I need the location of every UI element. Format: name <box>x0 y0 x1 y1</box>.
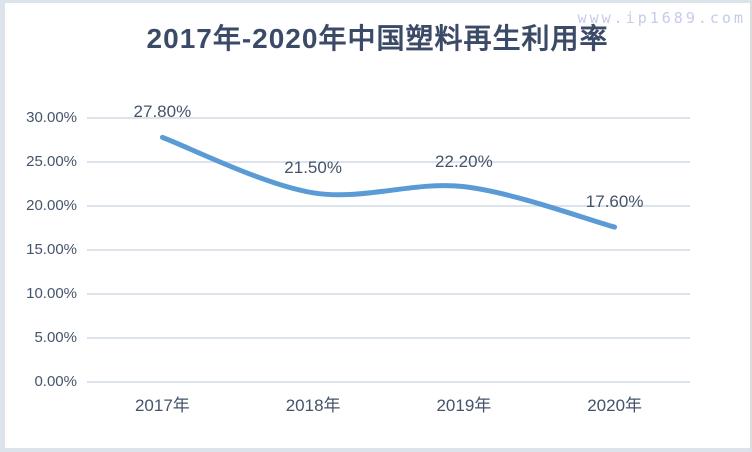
y-axis-tick-label: 0.00% <box>34 373 77 390</box>
x-axis-category-label: 2017年 <box>134 396 190 415</box>
y-axis-tick-label: 15.00% <box>26 241 77 258</box>
y-axis-tick-label: 25.00% <box>26 153 77 170</box>
gridline <box>87 293 690 295</box>
y-axis-tick-label: 30.00% <box>26 109 77 126</box>
gridline <box>87 249 690 251</box>
gridline <box>87 381 690 383</box>
gridline <box>87 117 690 119</box>
x-axis-category-label: 2020年 <box>587 396 643 415</box>
series-line <box>159 134 618 230</box>
gridline <box>87 161 690 163</box>
y-axis-tick-label: 5.00% <box>34 329 77 346</box>
line-series-svg <box>159 134 618 230</box>
data-point-label: 22.20% <box>435 151 493 171</box>
watermark-text: www.ip1689.com <box>577 9 746 27</box>
x-axis-category-label: 2018年 <box>285 396 341 415</box>
gridline <box>87 337 690 339</box>
chart-title: 2017年-2020年中国塑料再生利用率 <box>146 23 609 54</box>
data-point-label: 27.80% <box>133 102 192 122</box>
data-point-label: 21.50% <box>284 157 342 177</box>
gridline <box>87 205 690 207</box>
x-axis-category-label: 2019年 <box>436 396 492 415</box>
data-point-label: 17.60% <box>585 192 644 212</box>
y-axis-tick-label: 10.00% <box>26 285 77 302</box>
y-axis-tick-label: 20.00% <box>26 197 77 214</box>
